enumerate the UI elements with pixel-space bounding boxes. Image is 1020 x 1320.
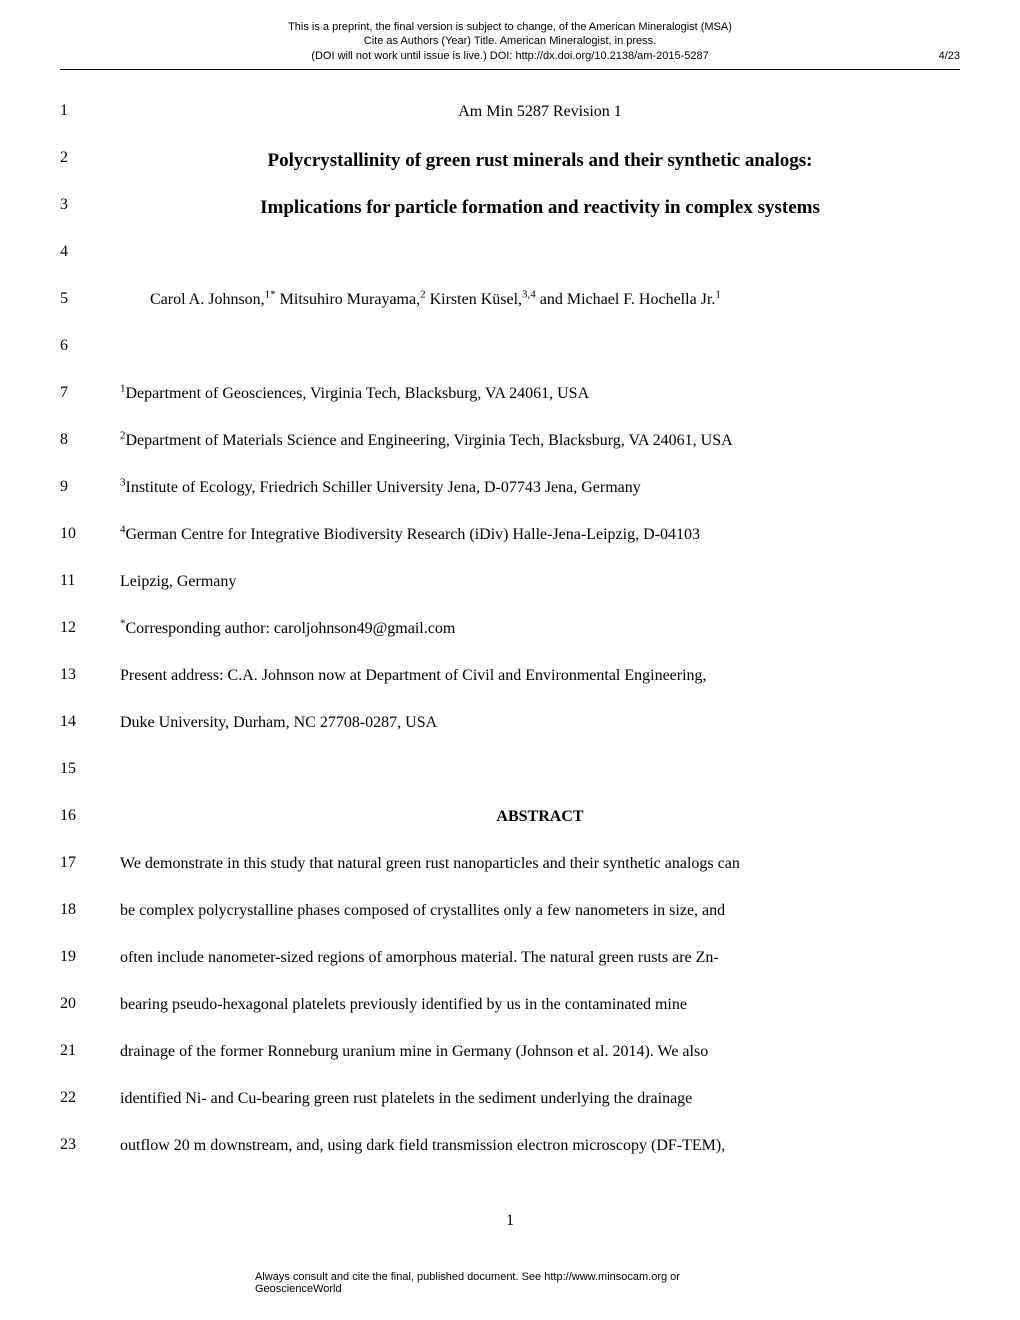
manuscript-line: 12*Corresponding author: caroljohnson49@… (60, 617, 960, 664)
line-content: Leipzig, Germany (120, 570, 960, 594)
manuscript-line: 3Implications for particle formation and… (60, 194, 960, 241)
line-content: We demonstrate in this study that natura… (120, 852, 960, 876)
manuscript-line: 21drainage of the former Ronneburg urani… (60, 1040, 960, 1087)
line-number: 6 (60, 335, 120, 355)
manuscript-line: 6 (60, 335, 960, 382)
line-number: 9 (60, 476, 120, 496)
manuscript-line: 22identified Ni- and Cu-bearing green ru… (60, 1087, 960, 1134)
line-content: identified Ni- and Cu-bearing green rust… (120, 1087, 960, 1111)
line-content: Duke University, Durham, NC 27708-0287, … (120, 711, 960, 735)
line-number: 17 (60, 852, 120, 872)
line-content: Present address: C.A. Johnson now at Dep… (120, 664, 960, 688)
line-number: 10 (60, 523, 120, 543)
line-content: be complex polycrystalline phases compos… (120, 899, 960, 923)
manuscript-line: 1Am Min 5287 Revision 1 (60, 100, 960, 147)
manuscript-line: 104German Centre for Integrative Biodive… (60, 523, 960, 570)
line-number: 18 (60, 899, 120, 919)
line-content: *Corresponding author: caroljohnson49@gm… (120, 617, 960, 641)
line-content: 4German Centre for Integrative Biodivers… (120, 523, 960, 547)
header-line-3-row: (DOI will not work until issue is live.)… (60, 49, 960, 63)
manuscript-line: 14Duke University, Durham, NC 27708-0287… (60, 711, 960, 758)
line-number: 11 (60, 570, 120, 590)
manuscript-line: 13Present address: C.A. Johnson now at D… (60, 664, 960, 711)
line-number: 16 (60, 805, 120, 825)
line-content: bearing pseudo-hexagonal platelets previ… (120, 993, 960, 1017)
manuscript-line: 5Carol A. Johnson,1* Mitsuhiro Murayama,… (60, 288, 960, 335)
header-line-1: This is a preprint, the final version is… (60, 20, 960, 34)
header-line-2: Cite as Authors (Year) Title. American M… (60, 34, 960, 48)
line-content: outflow 20 m downstream, and, using dark… (120, 1134, 960, 1158)
line-content: 2Department of Materials Science and Eng… (120, 429, 960, 453)
manuscript-line: 11Leipzig, Germany (60, 570, 960, 617)
line-content: Carol A. Johnson,1* Mitsuhiro Murayama,2… (120, 288, 960, 312)
manuscript-line: 19often include nanometer-sized regions … (60, 946, 960, 993)
line-number: 22 (60, 1087, 120, 1107)
line-number: 12 (60, 617, 120, 637)
line-number: 3 (60, 194, 120, 214)
line-content: Polycrystallinity of green rust minerals… (120, 147, 960, 176)
line-number: 21 (60, 1040, 120, 1060)
line-number: 14 (60, 711, 120, 731)
header-divider (60, 69, 960, 70)
manuscript-line: 2Polycrystallinity of green rust mineral… (60, 147, 960, 194)
line-number: 8 (60, 429, 120, 449)
line-number: 2 (60, 147, 120, 167)
manuscript-line: 17We demonstrate in this study that natu… (60, 852, 960, 899)
line-number: 4 (60, 241, 120, 261)
manuscript-line: 93Institute of Ecology, Friedrich Schill… (60, 476, 960, 523)
line-content: 1Department of Geosciences, Virginia Tec… (120, 382, 960, 406)
line-content: drainage of the former Ronneburg uranium… (120, 1040, 960, 1064)
header-line-3: (DOI will not work until issue is live.)… (60, 49, 960, 63)
manuscript-line: 4 (60, 241, 960, 288)
preprint-header: This is a preprint, the final version is… (60, 20, 960, 63)
manuscript-line: 23outflow 20 m downstream, and, using da… (60, 1134, 960, 1181)
line-content: Implications for particle formation and … (120, 194, 960, 223)
line-number: 5 (60, 288, 120, 308)
line-content: often include nanometer-sized regions of… (120, 946, 960, 970)
manuscript-body: 1Am Min 5287 Revision 12Polycrystallinit… (60, 100, 960, 1181)
line-number: 23 (60, 1134, 120, 1154)
page-indicator: 4/23 (939, 49, 960, 63)
line-number: 20 (60, 993, 120, 1013)
page-number: 1 (506, 1212, 514, 1230)
manuscript-line: 82Department of Materials Science and En… (60, 429, 960, 476)
line-number: 1 (60, 100, 120, 120)
line-content: 3Institute of Ecology, Friedrich Schille… (120, 476, 960, 500)
line-number: 19 (60, 946, 120, 966)
line-number: 13 (60, 664, 120, 684)
manuscript-line: 18be complex polycrystalline phases comp… (60, 899, 960, 946)
manuscript-line: 20bearing pseudo-hexagonal platelets pre… (60, 993, 960, 1040)
manuscript-line: 15 (60, 758, 960, 805)
line-number: 15 (60, 758, 120, 778)
manuscript-line: 16ABSTRACT (60, 805, 960, 852)
footer-text: Always consult and cite the final, publi… (255, 1271, 765, 1295)
line-content: Am Min 5287 Revision 1 (120, 100, 960, 124)
line-number: 7 (60, 382, 120, 402)
manuscript-line: 71Department of Geosciences, Virginia Te… (60, 382, 960, 429)
line-content: ABSTRACT (120, 805, 960, 829)
